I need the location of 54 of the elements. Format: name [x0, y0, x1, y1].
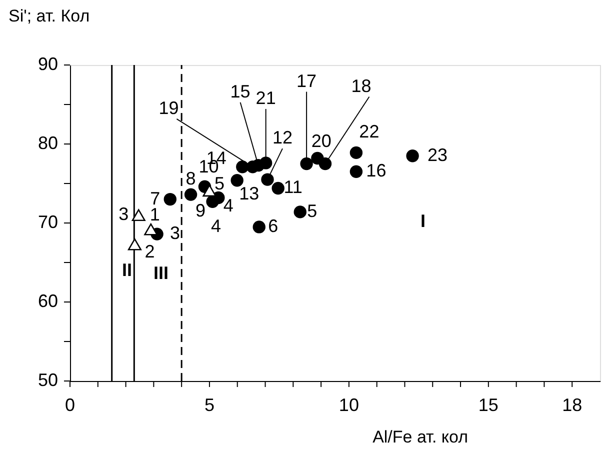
- annotation: 21: [256, 88, 276, 108]
- annotation: 4: [210, 216, 222, 236]
- point: [318, 157, 332, 170]
- annotation: 17: [296, 70, 317, 91]
- point: [132, 209, 146, 222]
- x-tick-label: 10: [338, 395, 359, 415]
- x-tick-label: 18: [562, 395, 582, 415]
- point: [184, 188, 198, 201]
- annotation: 20: [311, 131, 332, 152]
- annotation: 15: [230, 81, 250, 102]
- annotation: 8: [186, 168, 196, 189]
- y-tick-label: 50: [38, 370, 58, 390]
- annotation: 5: [214, 174, 224, 194]
- annotation: 9: [196, 200, 206, 221]
- annotation: 6: [268, 216, 278, 236]
- x-tick-label: 0: [64, 395, 76, 415]
- point: [230, 174, 244, 187]
- annotation: 3: [170, 223, 180, 244]
- annotation: 3: [118, 204, 129, 224]
- annotation: III: [153, 263, 169, 283]
- y-tick-label: 70: [38, 212, 58, 232]
- annotation: 5: [307, 200, 318, 221]
- point: [252, 220, 266, 234]
- point: [144, 223, 158, 236]
- x-axis-title: Al/Fe ат. кол: [372, 428, 468, 446]
- point: [300, 157, 313, 170]
- point: [164, 192, 176, 206]
- point: [350, 165, 363, 178]
- annotation: 16: [366, 160, 386, 181]
- annotation: 23: [428, 144, 448, 165]
- annotation: 11: [284, 177, 302, 198]
- annotation: 22: [359, 122, 380, 142]
- annotation: 4: [223, 196, 234, 216]
- annotation: 2: [144, 241, 155, 262]
- x-tick-label: 5: [204, 395, 214, 415]
- annotation: 12: [272, 128, 293, 148]
- y-tick-label: 60: [38, 291, 58, 311]
- point: [261, 173, 274, 186]
- annotation: I: [420, 211, 426, 231]
- point: [202, 184, 216, 197]
- y-axis-title: Si'; ат. Кол: [8, 6, 90, 26]
- y-tick-label: 90: [38, 54, 58, 74]
- annotation: 19: [158, 98, 179, 118]
- annotation: 13: [239, 183, 260, 204]
- point: [294, 206, 306, 218]
- annotation: 18: [351, 76, 372, 96]
- point: [406, 150, 419, 162]
- point: [272, 182, 284, 195]
- x-tick-label: 15: [478, 395, 498, 415]
- point: [259, 156, 272, 170]
- annotation: II: [122, 260, 132, 280]
- y-tick-label: 80: [38, 133, 58, 153]
- point: [128, 238, 142, 250]
- point: [350, 146, 363, 160]
